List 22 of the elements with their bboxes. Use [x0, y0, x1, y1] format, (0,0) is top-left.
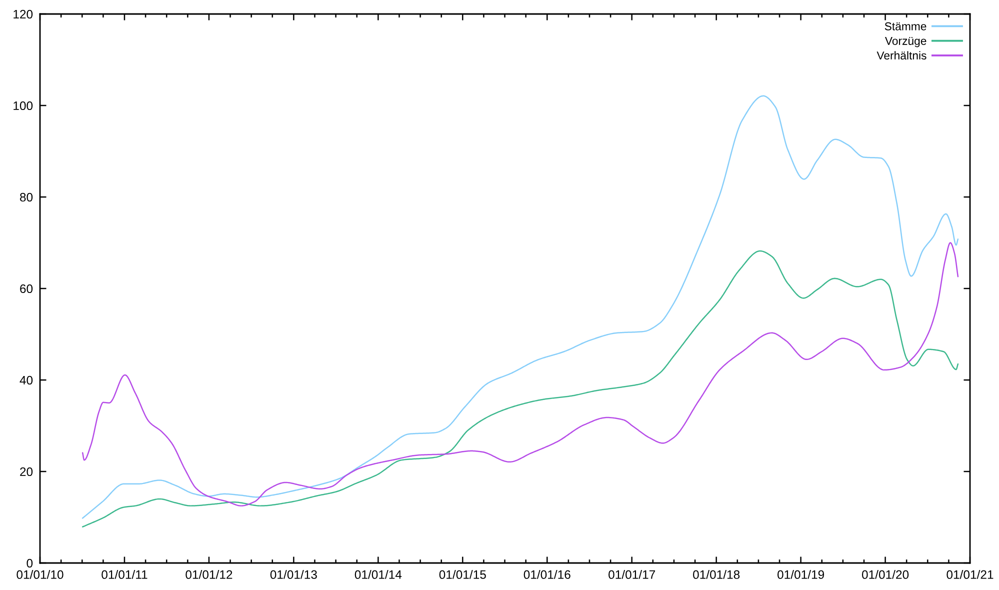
- y-tick-label: 100: [14, 101, 33, 110]
- x-tick-label: 01/01/19: [777, 570, 824, 579]
- x-tick-label: 01/01/13: [270, 570, 317, 579]
- y-tick-label: 80: [20, 192, 33, 202]
- x-tick-label: 01/01/10: [16, 570, 64, 579]
- x-tick-label: 01/01/16: [524, 570, 570, 579]
- y-tick-label: 20: [20, 467, 33, 476]
- y-tick-label: 40: [20, 376, 33, 385]
- x-tick-label: 01/01/17: [608, 570, 656, 579]
- y-tick-label: 120: [14, 10, 33, 19]
- x-tick-label: 01/01/18: [693, 570, 740, 579]
- x-tick-label: 01/01/11: [102, 570, 148, 579]
- x-tick-label: 01/01/15: [439, 570, 486, 579]
- legend-label: Vorzüge: [884, 36, 926, 48]
- legend-label: Verhältnis: [876, 51, 926, 60]
- x-tick-label: 01/01/12: [186, 570, 232, 579]
- y-tick-label: 0: [26, 558, 33, 568]
- x-tick-label: 01/01/21: [946, 570, 994, 579]
- y-tick-label: 60: [20, 284, 33, 294]
- x-tick-label: 01/01/20: [862, 570, 909, 579]
- legend-label: Stämme: [884, 22, 926, 30]
- x-tick-label: 01/01/14: [354, 570, 402, 579]
